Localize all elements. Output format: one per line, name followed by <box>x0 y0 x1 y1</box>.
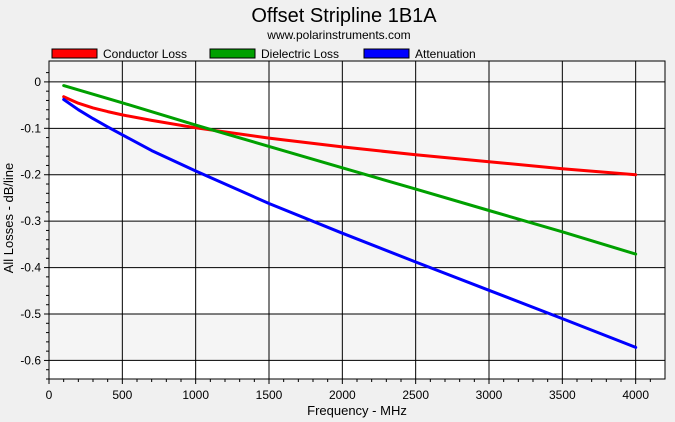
x-tick-label: 3500 <box>549 388 576 402</box>
x-tick-label: 1000 <box>182 388 209 402</box>
y-tick-label: -0.4 <box>20 261 41 275</box>
legend-label-dielectric-loss: Dielectric Loss <box>261 47 339 61</box>
plot-band <box>49 360 665 379</box>
legend-swatch-conductor-loss <box>52 49 97 58</box>
y-tick-label: -0.1 <box>20 121 41 135</box>
plot-band <box>49 82 665 128</box>
legend: Conductor Loss Dielectric Loss Attenuati… <box>52 47 476 61</box>
x-tick-label: 2000 <box>329 388 356 402</box>
y-tick-label: -0.6 <box>20 353 41 367</box>
y-tick-label: -0.5 <box>20 307 41 321</box>
x-axis: 0 500 1000 1500 2000 2500 3000 3500 4000 <box>46 379 651 402</box>
plot-band <box>49 61 665 82</box>
y-tick-label: 0 <box>34 75 41 89</box>
x-tick-label: 1500 <box>256 388 283 402</box>
y-axis-label: All Losses - dB/line <box>1 163 16 274</box>
plot-band <box>49 128 665 174</box>
x-axis-label: Frequency - MHz <box>307 403 407 418</box>
plot-band <box>49 175 665 221</box>
legend-swatch-dielectric-loss <box>210 49 255 58</box>
legend-label-conductor-loss: Conductor Loss <box>103 47 187 61</box>
x-tick-label: 3000 <box>476 388 503 402</box>
x-tick-label: 4000 <box>622 388 649 402</box>
x-tick-label: 500 <box>112 388 132 402</box>
plot-band <box>49 314 665 360</box>
y-axis: 0 -0.1 -0.2 -0.3 -0.4 -0.5 -0.6 <box>20 73 49 379</box>
legend-label-attenuation: Attenuation <box>415 47 476 61</box>
y-tick-label: -0.3 <box>20 214 41 228</box>
chart-subtitle: www.polarinstruments.com <box>266 28 410 42</box>
legend-swatch-attenuation <box>364 49 409 58</box>
x-tick-label: 2500 <box>402 388 429 402</box>
x-tick-label: 0 <box>46 388 53 402</box>
plot-band <box>49 221 665 267</box>
y-tick-label: -0.2 <box>20 168 41 182</box>
plot-band <box>49 268 665 314</box>
chart-title: Offset Stripline 1B1A <box>251 5 437 27</box>
